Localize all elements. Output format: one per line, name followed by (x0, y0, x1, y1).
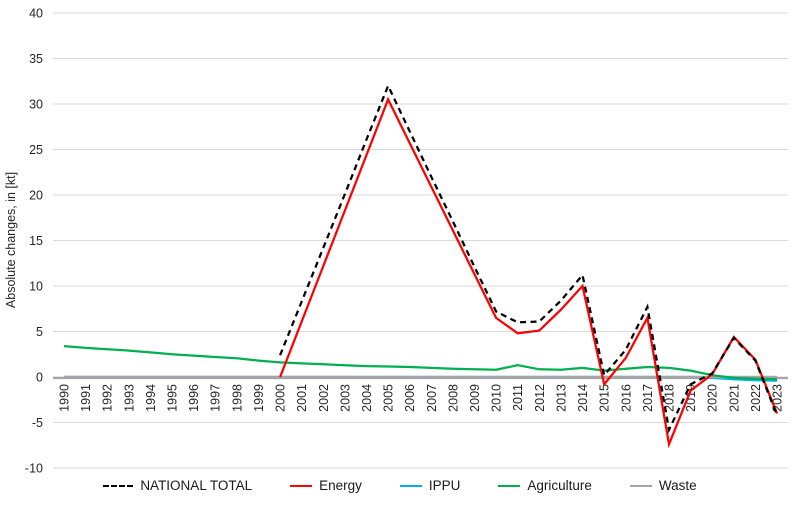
x-tick-label-2005: 2005 (382, 384, 396, 412)
y-tick-label: 0 (36, 371, 43, 385)
y-tick-label: 15 (29, 234, 43, 248)
y-tick-label: 10 (29, 280, 43, 294)
chart-legend: NATIONAL TOTAL Energy IPPU Agriculture Waste (0, 478, 800, 493)
x-tick-label-2000: 2000 (274, 384, 288, 412)
x-tick-label-1990: 1990 (58, 384, 72, 412)
x-tick-label-2017: 2017 (641, 384, 655, 412)
x-tick-label-2009: 2009 (468, 384, 482, 412)
x-tick-label-2010: 2010 (490, 384, 504, 412)
legend-label-national-total: NATIONAL TOTAL (140, 478, 253, 493)
y-tick-label: 35 (29, 52, 43, 66)
x-tick-label-2007: 2007 (425, 384, 439, 412)
x-tick-label-1993: 1993 (122, 384, 136, 412)
legend-label-waste: Waste (658, 478, 697, 493)
legend-item-ippu: IPPU (399, 478, 461, 493)
x-tick-label-2021: 2021 (727, 384, 741, 412)
x-tick-label-1996: 1996 (187, 384, 201, 412)
x-tick-label-2012: 2012 (533, 384, 547, 412)
y-axis-title: Absolute changes, in [kt] (4, 172, 18, 308)
legend-marker-ippu-line (399, 484, 422, 487)
x-tick-label-1995: 1995 (166, 384, 180, 412)
series-line-national-total (279, 82, 779, 434)
x-tick-label-1998: 1998 (230, 384, 244, 412)
y-tick-label: 20 (29, 189, 43, 203)
x-tick-label-1997: 1997 (209, 384, 223, 412)
x-tick-label-2020: 2020 (706, 384, 720, 412)
x-tick-label-2008: 2008 (446, 384, 460, 412)
x-tick-label-2015: 2015 (598, 384, 612, 412)
legend-item-energy: Energy (290, 478, 362, 493)
x-tick-label-1991: 1991 (79, 384, 93, 412)
x-tick-label-2002: 2002 (317, 384, 331, 412)
x-tick-label-2003: 2003 (338, 384, 352, 412)
x-tick-label-2006: 2006 (403, 384, 417, 412)
legend-marker-waste-line (629, 484, 652, 487)
legend-label-energy: Energy (319, 478, 362, 493)
x-tick-label-2013: 2013 (554, 384, 568, 412)
series-line-energy (279, 96, 779, 449)
x-tick-label-2022: 2022 (749, 384, 763, 412)
line-chart-canvas: -10 -5 0 5 10 15 20 25 30 35 40 1990 1991 1992 1993 199… (4, 7, 788, 475)
legend-item-agriculture: Agriculture (498, 478, 592, 493)
legend-marker-energy-line (290, 484, 313, 487)
legend-item-national-total: NATIONAL TOTAL (103, 478, 252, 493)
y-tick-label: -5 (32, 416, 43, 430)
series-line-agriculture (63, 344, 778, 381)
x-tick-label-2011: 2011 (511, 384, 525, 411)
legend-label-agriculture: Agriculture (527, 478, 592, 493)
x-tick-label-1992: 1992 (101, 384, 115, 412)
x-tick-label-2001: 2001 (295, 384, 309, 412)
x-tick-label-2004: 2004 (360, 384, 374, 412)
x-tick-label-2018: 2018 (662, 384, 676, 412)
x-tick-label-2023: 2023 (770, 384, 784, 412)
x-tick-label-2019: 2019 (684, 384, 698, 412)
y-tick-label: 5 (36, 325, 43, 339)
y-tick-label: 40 (29, 7, 43, 21)
x-tick-label-2016: 2016 (619, 384, 633, 412)
legend-item-waste: Waste (629, 478, 697, 493)
legend-label-ippu: IPPU (428, 478, 461, 493)
legend-marker-national-total-line (103, 484, 134, 487)
y-tick-label: 30 (29, 98, 43, 112)
y-tick-label: -10 (25, 462, 43, 475)
x-tick-label-2014: 2014 (576, 384, 590, 412)
legend-marker-agriculture-line (498, 484, 521, 487)
y-tick-label: 25 (29, 143, 43, 157)
x-tick-label-1994: 1994 (144, 384, 158, 412)
x-tick-label-1999: 1999 (252, 384, 266, 412)
